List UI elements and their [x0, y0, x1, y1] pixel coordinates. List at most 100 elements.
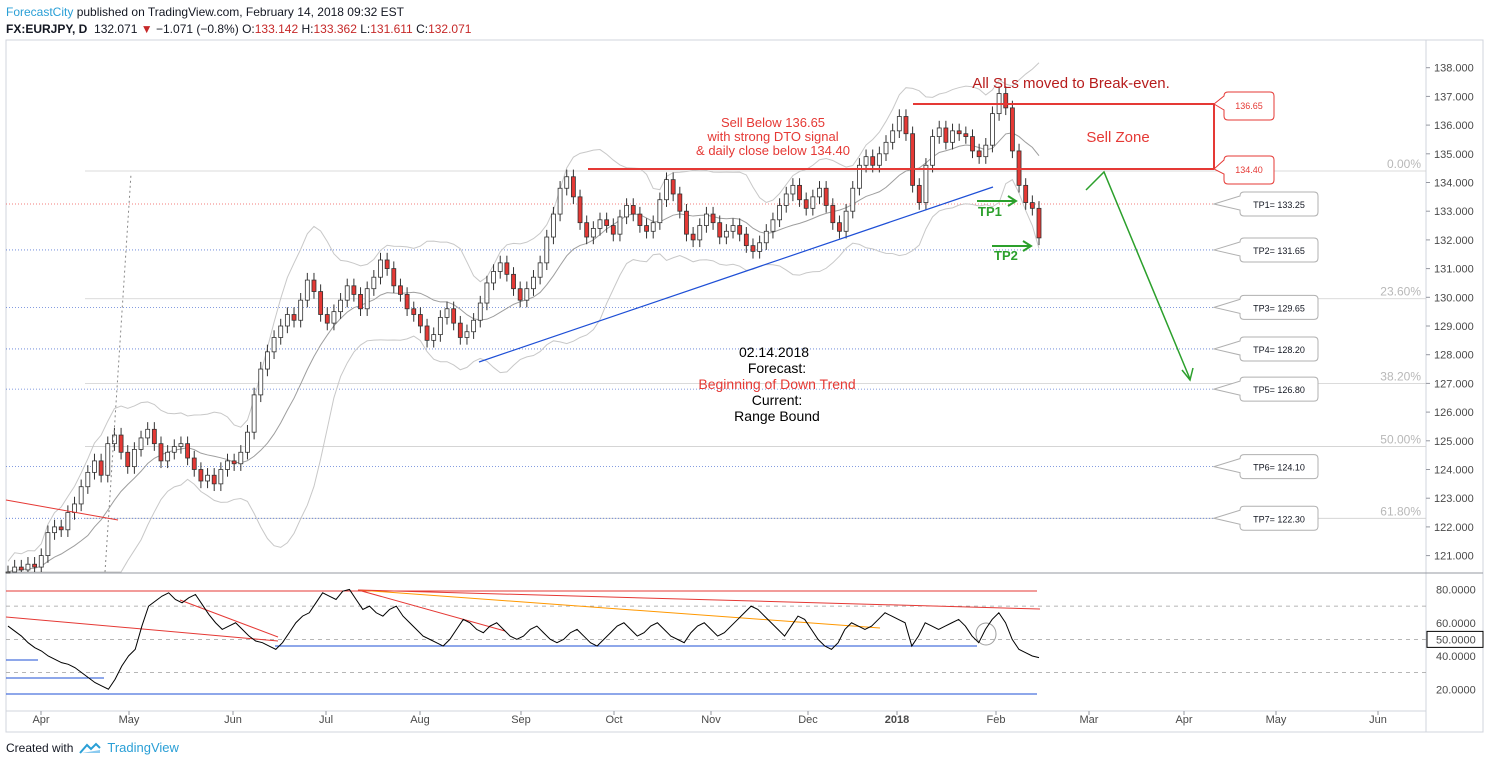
- open-label: O:: [242, 22, 255, 36]
- time-tick-label: Mar: [1080, 714, 1099, 726]
- candle-body: [211, 474, 217, 485]
- price-tick-label: 133.000: [1434, 206, 1474, 218]
- candle-body: [737, 225, 743, 235]
- tp1-arrowhead-icon: [1007, 195, 1018, 207]
- candle-body: [98, 460, 104, 476]
- candle-body: [644, 225, 649, 232]
- lower-band: [8, 178, 1040, 573]
- candle-body: [431, 334, 437, 341]
- zone-top-callout-text: 136.65: [1235, 101, 1263, 111]
- created-with-label: Created with: [6, 740, 74, 755]
- price-tick-label: 128.000: [1434, 350, 1474, 362]
- fibonacci-levels: 0.00% 23.60% 38.20% 50.00% 61.80%: [85, 157, 1426, 519]
- candle-body: [105, 443, 111, 476]
- publisher-link[interactable]: ForecastCity: [6, 5, 74, 19]
- candle-body: [511, 273, 516, 290]
- candle-body: [205, 474, 210, 482]
- tradingview-link[interactable]: TradingView: [107, 740, 179, 755]
- tp-callout-box[interactable]: [1212, 454, 1319, 480]
- candle-body: [424, 325, 430, 341]
- support-trendline[interactable]: [478, 186, 994, 363]
- candle-body: [923, 164, 929, 203]
- candle-body: [590, 228, 596, 238]
- candle-body: [697, 225, 703, 241]
- sell-zone-label[interactable]: Sell Zone: [1086, 129, 1149, 146]
- symbol-label[interactable]: FX:EURJPY, D: [6, 22, 88, 36]
- tp-callout-box[interactable]: [1212, 376, 1319, 402]
- candle-body: [278, 325, 284, 338]
- current-label: Current:: [752, 392, 803, 408]
- candle-body: [178, 443, 184, 447]
- sell-rule-line-1[interactable]: Sell Below 136.65: [721, 115, 825, 130]
- price-axis[interactable]: 121.000 122.000 123.000 124.000 125.000 126.0…: [1426, 63, 1474, 563]
- candle-body: [624, 205, 629, 218]
- candle-body: [245, 431, 250, 453]
- tp-callout-box[interactable]: [1212, 336, 1319, 362]
- sell-rule-line-3: & daily close below 134.40: [696, 143, 850, 158]
- tp-callout-box[interactable]: [1212, 294, 1319, 320]
- candle-body: [151, 428, 157, 445]
- zone-bottom-callout[interactable]: 134.40: [1213, 155, 1275, 185]
- candle-body: [930, 136, 935, 166]
- tp-callout-box[interactable]: [1212, 505, 1319, 531]
- zone-top-callout[interactable]: 136.65: [1213, 91, 1275, 121]
- dto-line: [7, 588, 1040, 690]
- candle-body: [803, 199, 809, 209]
- candle-body: [577, 196, 583, 224]
- candle-body: [72, 503, 77, 513]
- forecast-date[interactable]: 02.14.2018: [739, 344, 809, 360]
- candle-body: [304, 279, 310, 301]
- tp-callout-text: TP6= 124.10: [1253, 463, 1305, 473]
- tp-callout-box[interactable]: [1212, 191, 1319, 217]
- tp2-label[interactable]: TP2: [994, 248, 1018, 263]
- candle-body: [191, 457, 197, 470]
- candle-body: [896, 116, 902, 132]
- candle-body: [331, 311, 337, 324]
- candle-body: [723, 230, 729, 238]
- candle-body: [484, 282, 490, 304]
- dto-cross-marker: [975, 622, 997, 646]
- price-tick-label: 126.000: [1434, 407, 1474, 419]
- sl-note[interactable]: All SLs moved to Break-even.: [972, 75, 1170, 92]
- last-price: 132.071: [94, 22, 138, 36]
- candle-body: [298, 299, 304, 321]
- old-resistance-line[interactable]: [5, 499, 119, 521]
- candle-body: [883, 141, 889, 155]
- tp-callouts[interactable]: TP1= 133.25 TP2= 131.65 TP3= 129.65 TP4= 12…: [1212, 191, 1319, 531]
- candle-body: [857, 164, 862, 189]
- chart-frame: [5, 39, 1484, 733]
- candle-body: [437, 316, 443, 336]
- candle-body: [1036, 207, 1042, 239]
- candle-body: [763, 230, 769, 244]
- dto-tick-label: 50.0000: [1436, 634, 1476, 646]
- candle-body: [664, 179, 669, 201]
- candle-body: [225, 460, 230, 470]
- time-axis[interactable]: Apr May Jun Jul Aug Sep Oct Nov Dec 2018 Feb Mar Apr…: [32, 711, 1387, 726]
- tp-callout-text: TP3= 129.65: [1253, 303, 1305, 313]
- dto-axis[interactable]: 20.0000 40.0000 50.0000 60.0000 80.0000: [1426, 585, 1484, 697]
- chart-header: ForecastCity published on TradingView.co…: [6, 4, 471, 38]
- candle-body: [910, 133, 916, 186]
- candle-body: [1029, 202, 1035, 209]
- candle-body: [12, 566, 18, 573]
- price-tick-label: 129.000: [1434, 321, 1474, 333]
- tp1-label[interactable]: TP1: [978, 204, 1002, 219]
- price-tick-label: 131.000: [1434, 264, 1474, 276]
- candle-body: [863, 156, 869, 166]
- candle-body: [258, 368, 264, 396]
- vertical-trend-line[interactable]: [104, 173, 132, 573]
- tp-callout-text: TP4= 128.20: [1253, 345, 1305, 355]
- tp-callout-box[interactable]: [1212, 237, 1319, 263]
- candle-body: [371, 276, 377, 290]
- tradingview-logo-icon[interactable]: [79, 742, 102, 754]
- forecast-arrow[interactable]: [1085, 170, 1191, 380]
- fib-label: 38.20%: [1380, 369, 1421, 383]
- candle-body: [291, 314, 297, 321]
- candle-body: [265, 351, 270, 370]
- fib-label: 0.00%: [1387, 157, 1421, 171]
- candle-body: [610, 225, 616, 235]
- candle-body: [378, 259, 383, 278]
- candle-body: [338, 299, 343, 313]
- publish-info: published on TradingView.com, February 1…: [73, 5, 405, 19]
